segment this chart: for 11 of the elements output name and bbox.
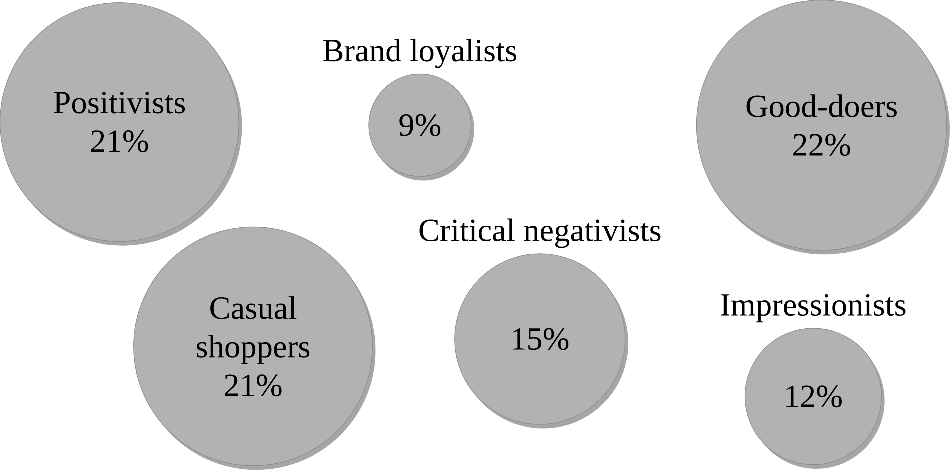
category-label: Brand loyalists <box>324 38 516 68</box>
data-label: 15% <box>513 328 569 350</box>
category-label: Positivists <box>54 92 186 114</box>
data-label: 21% <box>225 374 282 397</box>
category-label: Impressionists <box>721 294 906 323</box>
data-label: 12% <box>786 386 842 408</box>
category-label: Casual shoppers <box>197 296 310 364</box>
data-label: 21% <box>91 130 148 152</box>
category-label: Good-doers <box>746 94 897 118</box>
category-label: Critical negativists <box>420 218 661 248</box>
data-label: 22% <box>794 134 850 156</box>
